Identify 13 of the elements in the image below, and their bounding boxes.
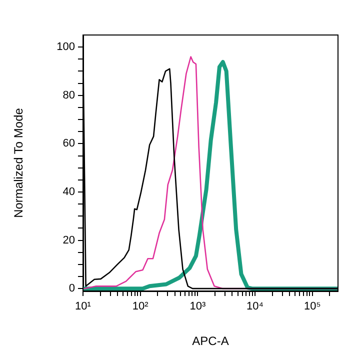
y-axis-title: Normalized To Mode [12, 108, 26, 218]
x-axis-title: APC-A [192, 334, 229, 348]
x-tick-label: 10⁴ [246, 300, 264, 313]
y-tick-label: 80 [62, 89, 75, 102]
x-tick-label: 10¹ [75, 300, 92, 313]
y-tick-label: 0 [68, 282, 75, 295]
y-tick-label: 40 [62, 186, 75, 198]
x-tick-label: 10⁵ [304, 300, 321, 313]
y-tick-label: 100 [56, 41, 75, 54]
y-tick-label: 60 [62, 138, 75, 150]
x-tick-label: 10² [132, 300, 149, 313]
y-tick-label: 20 [62, 234, 75, 246]
x-tick-label: 10³ [190, 300, 206, 313]
